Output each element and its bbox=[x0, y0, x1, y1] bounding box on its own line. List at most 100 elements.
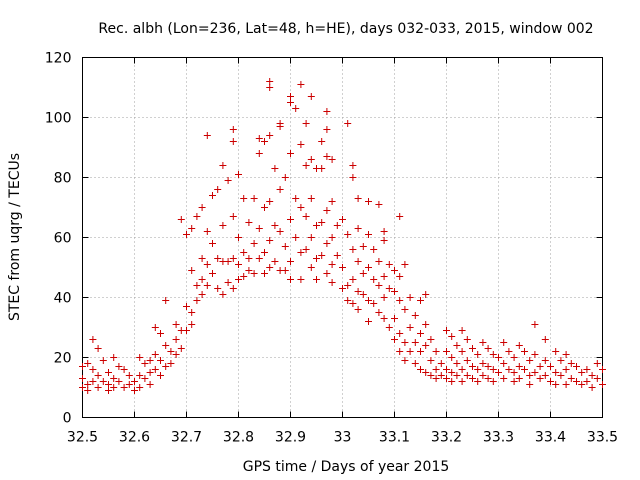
data-point bbox=[380, 315, 388, 322]
data-point bbox=[484, 345, 492, 352]
data-point bbox=[432, 375, 440, 382]
data-point bbox=[172, 336, 180, 343]
data-point bbox=[437, 372, 445, 379]
data-point bbox=[391, 336, 398, 343]
data-point bbox=[203, 228, 211, 235]
data-point bbox=[281, 174, 289, 181]
data-point bbox=[224, 258, 232, 265]
data-point bbox=[115, 378, 123, 385]
data-point bbox=[411, 360, 419, 367]
data-point bbox=[287, 276, 294, 283]
data-point bbox=[432, 348, 440, 355]
data-point bbox=[458, 348, 466, 355]
data-point bbox=[521, 366, 528, 373]
data-point bbox=[448, 333, 456, 340]
data-point bbox=[489, 366, 497, 373]
data-point bbox=[500, 360, 508, 367]
data-point bbox=[349, 300, 357, 307]
y-tick-label: 120 bbox=[45, 51, 72, 67]
data-point bbox=[276, 186, 284, 193]
data-point bbox=[411, 339, 419, 346]
data-point bbox=[203, 261, 211, 268]
data-point bbox=[214, 285, 222, 292]
data-point bbox=[146, 357, 154, 364]
data-point bbox=[151, 351, 159, 358]
data-point bbox=[157, 372, 164, 379]
data-point bbox=[157, 357, 164, 364]
data-point bbox=[365, 318, 372, 325]
data-point bbox=[422, 291, 430, 298]
data-point bbox=[333, 252, 341, 259]
data-point bbox=[573, 378, 580, 385]
data-point bbox=[396, 297, 404, 304]
data-point bbox=[365, 297, 372, 304]
data-point bbox=[318, 138, 326, 145]
data-point bbox=[183, 327, 190, 334]
data-point bbox=[432, 366, 440, 373]
data-point bbox=[370, 276, 378, 283]
data-point bbox=[443, 327, 450, 334]
data-point bbox=[245, 255, 253, 262]
y-tick-label: 100 bbox=[45, 111, 72, 127]
data-point bbox=[302, 213, 310, 220]
data-point bbox=[105, 381, 112, 388]
data-point bbox=[297, 81, 305, 88]
data-point bbox=[536, 363, 544, 370]
data-point bbox=[505, 348, 513, 355]
data-point bbox=[84, 381, 92, 388]
data-point bbox=[276, 123, 284, 130]
data-point bbox=[541, 336, 549, 343]
data-point bbox=[183, 231, 190, 238]
data-point bbox=[541, 372, 549, 379]
data-point bbox=[385, 285, 393, 292]
data-point bbox=[89, 378, 97, 385]
data-point bbox=[255, 225, 263, 232]
data-point bbox=[349, 162, 357, 169]
data-point bbox=[588, 384, 596, 391]
data-point bbox=[120, 366, 128, 373]
data-point bbox=[266, 198, 274, 205]
data-point bbox=[94, 345, 102, 352]
data-point bbox=[198, 276, 206, 283]
data-point bbox=[562, 381, 570, 388]
data-point bbox=[235, 276, 242, 283]
data-point bbox=[255, 150, 263, 157]
data-point bbox=[422, 342, 430, 349]
data-point bbox=[479, 339, 487, 346]
data-point bbox=[339, 285, 346, 292]
data-point bbox=[287, 93, 294, 100]
data-point bbox=[250, 270, 258, 277]
data-point bbox=[245, 219, 253, 226]
data-point bbox=[235, 261, 242, 268]
data-point bbox=[328, 198, 336, 205]
data-point bbox=[443, 375, 450, 382]
data-point bbox=[463, 357, 471, 364]
data-point bbox=[302, 162, 310, 169]
grid-lines bbox=[82, 57, 603, 418]
y-tick-label: 60 bbox=[54, 231, 72, 247]
data-point bbox=[375, 309, 383, 316]
x-tick-label: 33 bbox=[334, 430, 352, 446]
data-point bbox=[323, 240, 331, 247]
data-point bbox=[531, 369, 539, 376]
data-point bbox=[115, 363, 123, 370]
data-point bbox=[547, 363, 554, 370]
data-point bbox=[224, 279, 232, 286]
data-point bbox=[510, 369, 518, 376]
data-point bbox=[375, 282, 383, 289]
data-point bbox=[323, 270, 331, 277]
data-point bbox=[328, 156, 336, 163]
data-point bbox=[422, 321, 430, 328]
data-point bbox=[313, 222, 320, 229]
tick-labels: 32.5 32.6 32.7 32.8 32.9 33 33.1 33.2 33.3 33.4 33… bbox=[45, 51, 618, 446]
data-point bbox=[469, 345, 476, 352]
data-point bbox=[302, 120, 310, 127]
data-point bbox=[281, 267, 289, 274]
x-axis-label: GPS time / Days of year 2015 bbox=[243, 459, 450, 475]
data-point bbox=[515, 375, 523, 382]
data-point bbox=[349, 276, 357, 283]
data-point bbox=[453, 360, 461, 367]
data-point bbox=[417, 297, 424, 304]
x-tick-label: 32.9 bbox=[275, 430, 306, 446]
data-point bbox=[375, 258, 383, 265]
